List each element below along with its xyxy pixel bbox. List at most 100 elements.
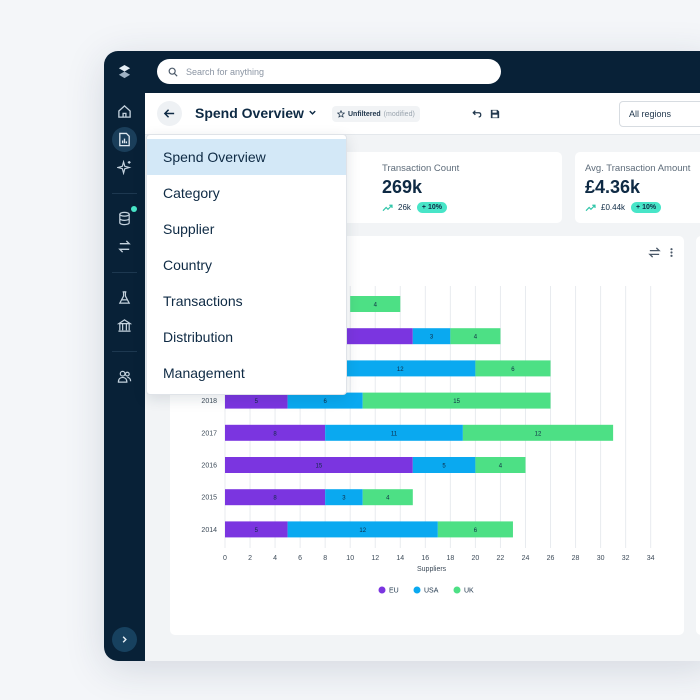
bar-value-label: 6 [323, 399, 327, 405]
expand-sidebar-button[interactable] [112, 627, 137, 652]
bar-segment-eu [225, 457, 413, 473]
menu-item-supplier[interactable]: Supplier [163, 221, 215, 237]
x-tick-label: 28 [572, 555, 580, 562]
x-tick-label: 10 [346, 555, 354, 562]
bar-segment-usa [325, 489, 363, 506]
bar-segment-usa [325, 424, 463, 441]
chevron-down-icon[interactable] [308, 108, 317, 117]
undo-icon[interactable] [472, 109, 482, 119]
bar-segment-uk [350, 296, 401, 312]
bar-segment-usa [412, 328, 451, 345]
menu-item-country[interactable]: Country [163, 257, 213, 273]
menu-item-category[interactable]: Category [163, 185, 220, 201]
x-tick-label: 12 [371, 555, 379, 562]
x-tick-label: 8 [323, 555, 327, 562]
menu-item-management[interactable]: Management [163, 365, 245, 381]
x-tick-label: 32 [622, 555, 630, 562]
card-change: 26k [398, 203, 411, 212]
legend-marker-usa [413, 586, 421, 594]
bar-value-label: 5 [442, 464, 446, 470]
x-tick-label: 26 [547, 555, 555, 562]
legend-label: UK [464, 588, 474, 595]
chart-tools [648, 246, 674, 259]
legend-marker-eu [378, 586, 386, 594]
save-icon[interactable] [490, 109, 500, 119]
menu-item-distribution[interactable]: Distribution [163, 329, 234, 345]
region-select[interactable]: All regions [619, 101, 700, 127]
sidebar [104, 51, 145, 661]
card-value: 269k [382, 177, 423, 197]
x-tick-label: 24 [522, 555, 530, 562]
bar-segment-uk [437, 521, 513, 538]
x-tick-label: 30 [597, 555, 605, 562]
bar-segment-eu [225, 489, 326, 506]
y-tick-label: 2017 [201, 430, 217, 437]
top-bar: Search for anything [145, 51, 700, 93]
bar-value-label: 15 [316, 464, 323, 470]
card-trend: 26k + 10% [382, 202, 447, 213]
stacked-bar-chart: 0 2 4 6 8 10 12 14 16 18 20 22 24 26 28 30 32 34Suppliers… [201, 286, 655, 595]
menu-item-transactions[interactable]: Transactions [163, 293, 243, 309]
notification-dot [131, 206, 137, 212]
bar-value-label: 6 [511, 367, 515, 373]
search-icon [168, 67, 178, 77]
page-header: Spend Overview Unfiltered (modified) All… [145, 93, 700, 135]
chevron-right-icon [122, 636, 127, 643]
change-badge: + 10% [631, 202, 662, 213]
bar-value-label: 8 [273, 496, 277, 502]
card-change: £0.44k [601, 203, 626, 212]
transfer-icon[interactable] [112, 234, 137, 259]
y-tick-label: 2018 [201, 398, 217, 405]
sparkle-icon[interactable] [112, 155, 137, 180]
bar-value-label: 3 [430, 335, 434, 341]
x-tick-label: 16 [421, 555, 429, 562]
bar-value-label: 12 [535, 431, 542, 437]
y-tick-label: 2016 [201, 463, 217, 470]
bar-value-label: 3 [342, 496, 346, 502]
search-placeholder: Search for anything [186, 66, 265, 77]
bar-segment-usa [287, 521, 438, 538]
x-tick-label: 20 [472, 555, 480, 562]
database-icon[interactable] [112, 206, 137, 231]
bar-value-label: 6 [474, 528, 478, 534]
bar-segment-uk [362, 392, 551, 409]
users-icon[interactable] [112, 364, 137, 389]
sidebar-divider [112, 193, 137, 194]
search-input[interactable]: Search for anything [157, 59, 501, 84]
trend-up-icon [585, 204, 596, 212]
trend-up-icon [382, 204, 393, 212]
bank-icon[interactable] [112, 313, 137, 338]
card-label: Avg. Transaction Amount [585, 163, 691, 174]
bar-value-label: 4 [499, 464, 503, 470]
filter-name: Unfiltered [348, 110, 381, 118]
swap-icon[interactable] [648, 246, 661, 259]
logo-icon[interactable] [112, 59, 137, 84]
filter-chip[interactable]: Unfiltered (modified) [332, 106, 420, 122]
back-button[interactable] [157, 101, 182, 126]
flask-icon[interactable] [112, 285, 137, 310]
bar-value-label: 8 [273, 431, 277, 437]
bar-value-label: 4 [386, 496, 390, 502]
report-icon[interactable] [112, 127, 137, 152]
x-tick-label: 2 [248, 555, 252, 562]
star-icon [337, 110, 345, 118]
bar-segment-eu [225, 424, 326, 441]
bar-value-label: 4 [374, 303, 378, 309]
bar-segment-eu [225, 521, 288, 538]
y-tick-label: 2015 [201, 495, 217, 502]
home-icon[interactable] [112, 99, 137, 124]
change-badge: + 10% [416, 202, 447, 213]
sidebar-divider [112, 272, 137, 273]
bar-value-label: 15 [453, 399, 460, 405]
x-tick-label: 18 [446, 555, 454, 562]
menu-item-spend-overview[interactable]: Spend Overview [147, 139, 346, 175]
bar-segment-usa [287, 392, 363, 409]
more-options-icon[interactable] [669, 246, 674, 259]
page-title[interactable]: Spend Overview [195, 105, 304, 121]
bar-value-label: 12 [359, 528, 366, 534]
y-tick-label: 2014 [201, 527, 217, 534]
metric-card-avg-transaction: Avg. Transaction Amount £4.36k £0.44k + … [575, 152, 700, 223]
bar-value-label: 12 [397, 367, 404, 373]
bar-segment-uk [475, 457, 526, 473]
card-trend: £0.44k + 10% [585, 202, 662, 213]
